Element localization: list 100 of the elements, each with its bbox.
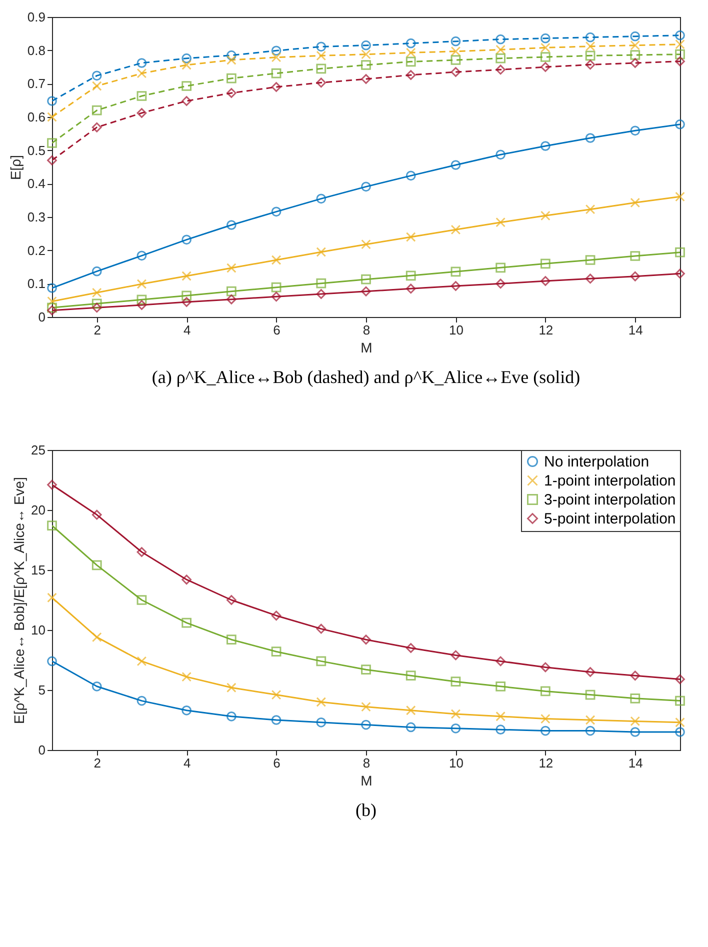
y-tick-label: 0 (38, 742, 46, 758)
point (47, 302, 57, 313)
point (496, 681, 506, 692)
point (182, 290, 192, 301)
legend-label: 5-point interpolation (544, 510, 676, 528)
point (361, 239, 371, 250)
y-tick-label: 15 (31, 562, 46, 578)
point (496, 711, 506, 722)
y-tick-label: 0.3 (27, 210, 46, 224)
point (182, 234, 192, 245)
point (47, 155, 57, 166)
x-tick-label: 8 (362, 756, 370, 770)
point (226, 294, 236, 304)
point (540, 662, 550, 672)
point (406, 48, 416, 58)
point (585, 715, 596, 725)
point (92, 510, 102, 520)
point (540, 686, 550, 696)
point (540, 210, 550, 221)
point (540, 62, 550, 72)
point (136, 656, 147, 666)
point (136, 547, 147, 557)
point (136, 279, 147, 289)
point (406, 270, 416, 281)
point (226, 682, 236, 693)
point (585, 726, 596, 736)
point (361, 634, 371, 645)
point (540, 276, 550, 286)
point (316, 278, 326, 288)
point (361, 40, 371, 50)
point (675, 49, 685, 60)
point (630, 716, 640, 726)
point (226, 55, 236, 65)
legend-label: 3-point interpolation (544, 492, 676, 508)
x-axis-title: M (360, 772, 372, 788)
point (226, 286, 236, 296)
point (540, 52, 550, 62)
point (226, 50, 236, 60)
point (182, 705, 192, 716)
point (316, 50, 326, 61)
point (271, 82, 282, 92)
point (675, 119, 685, 130)
point (630, 727, 640, 737)
point (540, 258, 550, 269)
point (136, 294, 147, 305)
point (361, 274, 371, 284)
point (271, 646, 282, 657)
point (47, 305, 57, 316)
x-tick-label: 2 (94, 756, 101, 770)
point (136, 58, 147, 68)
point (361, 702, 371, 712)
point (540, 726, 550, 736)
point (406, 232, 416, 242)
point (540, 141, 550, 151)
point (316, 624, 326, 634)
point (675, 727, 685, 737)
x-tick-label: 4 (183, 756, 191, 770)
point (182, 60, 192, 70)
point (47, 656, 57, 666)
point (226, 634, 236, 645)
point (316, 656, 326, 666)
point (675, 696, 685, 706)
point (92, 81, 102, 91)
point (47, 520, 57, 531)
point (585, 274, 596, 284)
point (361, 720, 371, 730)
point (271, 68, 282, 78)
point (92, 298, 102, 309)
point (316, 64, 326, 74)
point (316, 194, 326, 204)
point (450, 36, 461, 46)
point (361, 664, 371, 675)
point (92, 122, 102, 132)
point (406, 722, 416, 732)
point (47, 112, 57, 122)
point (226, 595, 236, 605)
point (630, 198, 640, 208)
point (496, 217, 506, 228)
point (182, 96, 192, 106)
point (406, 56, 416, 67)
point (630, 126, 640, 136)
point (585, 50, 596, 61)
point (406, 705, 416, 716)
point (136, 595, 147, 605)
point (361, 49, 371, 60)
point (450, 67, 461, 77)
point (361, 60, 371, 70)
y-tick-label: 0 (38, 310, 46, 324)
point (675, 268, 685, 279)
point (136, 68, 147, 78)
point (47, 296, 57, 306)
y-tick-label: 0.4 (27, 176, 46, 192)
point (675, 39, 685, 50)
point (585, 32, 596, 42)
point (450, 723, 461, 734)
point (540, 33, 550, 44)
point (361, 182, 371, 192)
point (136, 696, 147, 706)
point (271, 46, 282, 56)
x-tick-label: 8 (362, 322, 370, 338)
